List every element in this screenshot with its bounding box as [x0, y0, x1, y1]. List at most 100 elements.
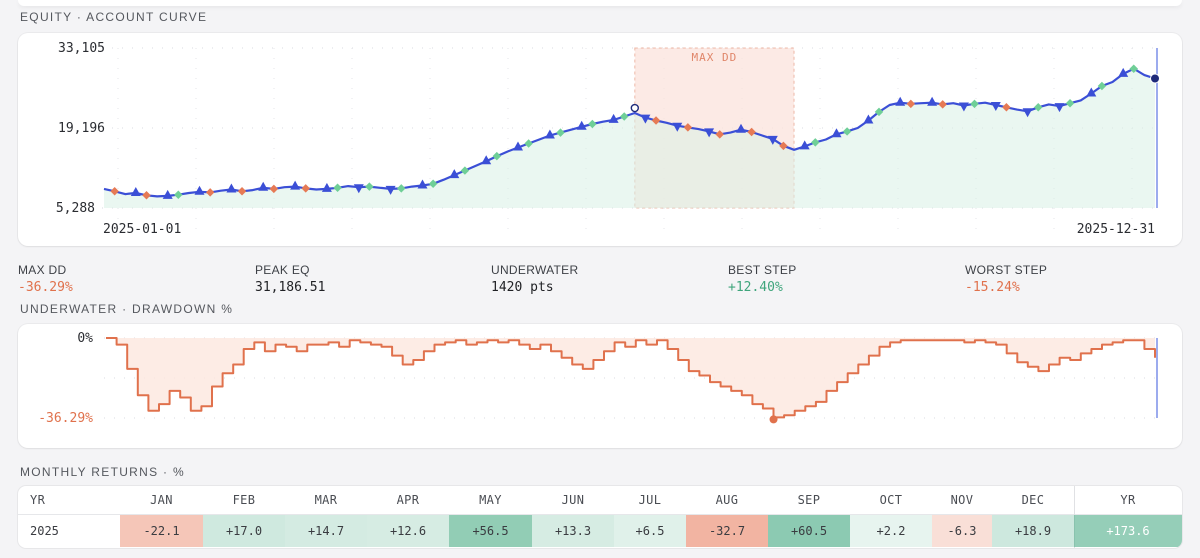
buy-marker[interactable] — [513, 141, 523, 151]
y-tick-min: -36.29% — [38, 411, 93, 426]
max-dd-label: MAX DD — [692, 51, 738, 64]
sell-marker[interactable] — [990, 102, 1001, 111]
month-return-cell[interactable]: -32.7 — [686, 515, 768, 547]
equity-chart-panel: MAX DD 33,105 19,196 5,288 2025-01-01 20… — [18, 33, 1182, 246]
stat-label: WORST STEP — [965, 263, 1048, 277]
header-month: NOV — [950, 493, 974, 507]
stat-peak-eq: PEAK EQ 31,186.51 — [255, 263, 325, 295]
stat-worst-step: WORST STEP -15.24% — [965, 263, 1047, 295]
buy-marker[interactable] — [608, 113, 619, 123]
month-return-cell[interactable]: -6.3 — [932, 515, 992, 547]
trade-marker[interactable] — [333, 183, 342, 193]
header-month: SEP — [797, 493, 821, 507]
underwater-chart: 0% -36.29% — [38, 331, 1158, 426]
monthly-section-label: MONTHLY RETURNS · % — [20, 465, 185, 479]
month-return-cell[interactable]: +2.2 — [850, 515, 932, 547]
trade-marker[interactable] — [301, 184, 310, 193]
row-year: 2025 — [30, 524, 59, 538]
drawdown-area-fill — [106, 338, 1155, 418]
trade-marker[interactable] — [524, 139, 533, 148]
max-drawdown-point[interactable] — [769, 415, 778, 424]
drawdown-line — [106, 337, 1156, 419]
sell-marker[interactable] — [385, 185, 396, 195]
stat-underwater: UNDERWATER 1420 pts — [491, 263, 578, 295]
buy-marker[interactable] — [736, 123, 746, 133]
stat-max-dd: MAX DD -36.29% — [18, 263, 73, 295]
month-return-cell[interactable]: +6.5 — [614, 515, 686, 547]
month-return-cell[interactable]: +56.5 — [449, 515, 532, 547]
x-tick-end: 2025-12-31 — [1077, 222, 1155, 237]
trade-marker[interactable] — [397, 184, 406, 193]
trade-marker[interactable] — [205, 188, 215, 197]
buy-marker[interactable] — [863, 114, 874, 124]
buy-marker[interactable] — [544, 129, 555, 139]
month-return-cell[interactable]: -22.1 — [120, 515, 203, 547]
buy-marker[interactable] — [831, 128, 842, 138]
trade-marker[interactable] — [237, 187, 247, 196]
month-return-cell[interactable]: +18.9 — [992, 515, 1074, 547]
sell-marker[interactable] — [767, 135, 778, 145]
header-month: FEB — [232, 493, 256, 507]
year-total-cell[interactable]: +173.6 — [1074, 515, 1182, 547]
trade-marker[interactable] — [428, 179, 438, 189]
y-tick-mid: 19,196 — [58, 121, 105, 136]
stat-value: 1420 pts — [491, 280, 554, 295]
trade-marker[interactable] — [619, 112, 629, 121]
month-return-cell[interactable]: +14.7 — [285, 515, 367, 547]
buy-marker[interactable] — [130, 187, 141, 196]
buy-marker[interactable] — [576, 120, 587, 130]
sell-marker[interactable] — [353, 184, 364, 194]
buy-marker[interactable] — [290, 180, 301, 190]
y-tick-bottom: 5,288 — [56, 201, 95, 216]
header-year-total: YR — [1120, 493, 1136, 507]
stat-best-step: BEST STEP +12.40% — [728, 263, 797, 295]
header-month: AUG — [715, 493, 739, 507]
trade-marker[interactable] — [174, 190, 183, 199]
trade-marker[interactable] — [779, 141, 788, 151]
trade-marker[interactable] — [460, 166, 470, 175]
buy-marker[interactable] — [449, 169, 460, 179]
sell-marker[interactable] — [1054, 103, 1065, 113]
monthly-returns-table: YR JAN FEB MAR APR MAY JUN JUL AUG SEP OCT NOV DEC YR… — [18, 486, 1182, 548]
buy-marker[interactable] — [895, 96, 906, 106]
trade-marker[interactable] — [842, 127, 852, 136]
stat-value: -36.29% — [18, 280, 73, 295]
buy-marker[interactable] — [194, 185, 205, 195]
sell-marker[interactable] — [958, 102, 969, 112]
buy-marker[interactable] — [321, 182, 332, 192]
buy-marker[interactable] — [799, 140, 810, 150]
trade-marker[interactable] — [715, 130, 724, 139]
month-return-cell[interactable]: +13.3 — [532, 515, 614, 547]
y-tick-zero: 0% — [77, 331, 93, 346]
trade-marker[interactable] — [588, 119, 597, 129]
buy-marker[interactable] — [226, 183, 237, 193]
header-month: MAR — [314, 493, 338, 507]
header-month: MAY — [479, 493, 502, 507]
sell-marker[interactable] — [704, 128, 715, 138]
header-year: YR — [30, 493, 46, 507]
y-tick-top: 33,105 — [58, 41, 105, 56]
stat-label: UNDERWATER — [491, 263, 579, 277]
buy-marker[interactable] — [927, 96, 938, 106]
buy-marker[interactable] — [417, 179, 428, 189]
stat-value: 31,186.51 — [255, 280, 326, 295]
trade-marker[interactable] — [906, 99, 916, 109]
header-divider — [18, 514, 1182, 515]
month-return-cell[interactable]: +60.5 — [768, 515, 850, 547]
buy-marker[interactable] — [481, 155, 492, 165]
stat-label: MAX DD — [18, 263, 67, 277]
header-month: APR — [396, 493, 420, 507]
buy-marker[interactable] — [1086, 87, 1097, 97]
equity-end-point[interactable] — [1150, 73, 1160, 84]
buy-marker[interactable] — [162, 189, 173, 199]
stat-value: -15.24% — [965, 280, 1020, 295]
buy-marker[interactable] — [1118, 67, 1129, 77]
month-return-cell[interactable]: +17.0 — [203, 515, 285, 547]
equity-peak-point[interactable] — [630, 103, 640, 113]
month-return-cell[interactable]: +12.6 — [367, 515, 449, 547]
sell-marker[interactable] — [640, 114, 651, 124]
trade-marker[interactable] — [938, 100, 947, 109]
buy-marker[interactable] — [258, 181, 269, 191]
sell-marker[interactable] — [1022, 108, 1033, 118]
sell-marker[interactable] — [672, 122, 683, 132]
